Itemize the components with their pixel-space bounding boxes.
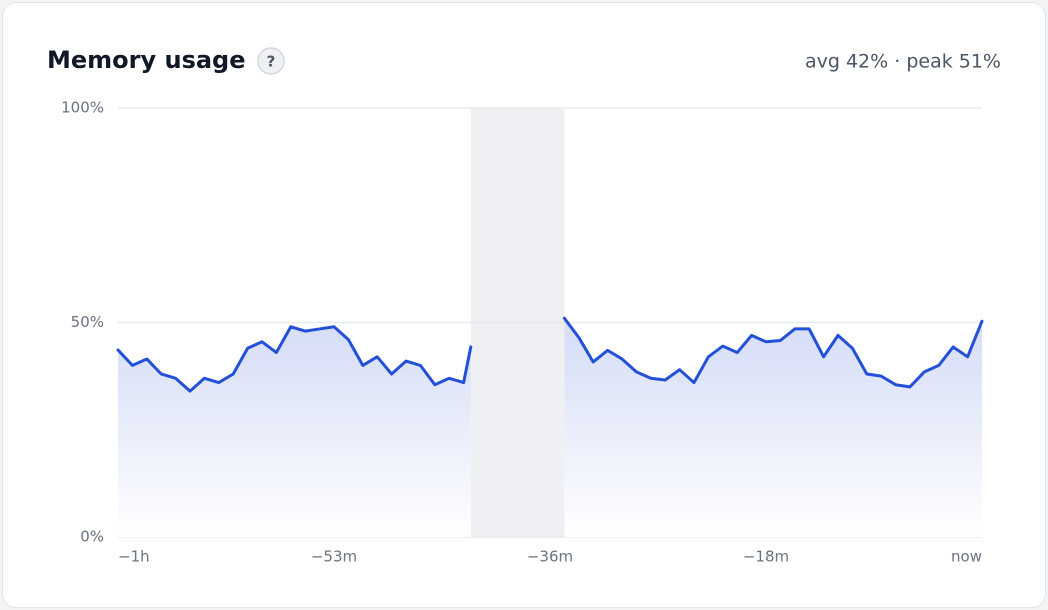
- summary: avg 42% · peak 51%: [805, 51, 1001, 73]
- x-tick-label: now: [951, 548, 982, 566]
- y-tick-label: 100%: [61, 99, 104, 117]
- area: [118, 318, 982, 537]
- x-tick-label: −18m: [743, 548, 789, 566]
- help-label[interactable]: ?: [267, 53, 276, 71]
- line: [116, 316, 984, 393]
- x-tick-label: −53m: [311, 548, 357, 566]
- x-tick-label: −1h: [118, 548, 150, 566]
- y-tick-label: 0%: [80, 528, 104, 546]
- chart-title: Memory usage: [47, 46, 246, 74]
- y-tick-label: 50%: [71, 313, 104, 331]
- help-icon[interactable]: [257, 47, 285, 75]
- x-tick-label: −36m: [527, 548, 573, 566]
